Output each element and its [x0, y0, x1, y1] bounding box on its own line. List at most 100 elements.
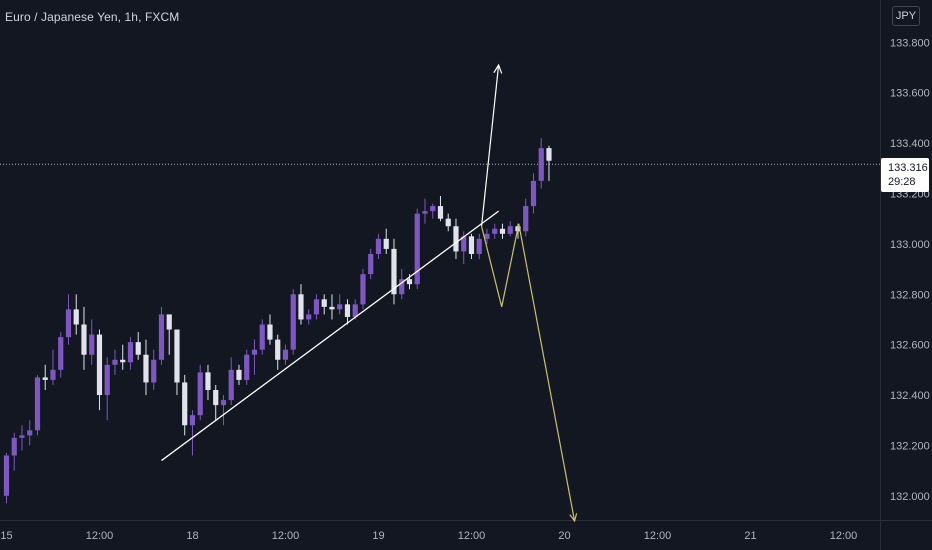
candle-body: [337, 304, 343, 310]
candle: [453, 218, 459, 259]
candle: [50, 349, 56, 385]
candle-body: [127, 342, 134, 363]
candle: [360, 269, 366, 310]
bullish-arrowhead: [493, 63, 503, 74]
candle-body: [368, 253, 374, 275]
candle-body: [112, 359, 118, 365]
last-price-value: 133.316: [888, 162, 928, 174]
price-tick-label: 132.800: [890, 289, 930, 301]
candle-body: [321, 299, 327, 307]
candle-body: [468, 236, 475, 254]
candle-body: [135, 342, 141, 355]
candle: [135, 332, 141, 360]
candle: [58, 332, 64, 378]
candle-body: [182, 382, 188, 426]
candle: [259, 319, 265, 355]
candle: [476, 233, 482, 259]
candle: [290, 289, 296, 355]
candle: [19, 425, 25, 451]
candle: [530, 173, 537, 214]
candlestick-series: [3, 138, 552, 504]
candle-body: [290, 294, 296, 350]
time-tick-label: 15: [0, 530, 12, 542]
candle: [81, 306, 87, 370]
candle: [197, 364, 203, 421]
candle: [352, 299, 358, 320]
candle: [11, 432, 17, 471]
currency-button[interactable]: JPY: [892, 6, 920, 26]
candle-body: [530, 180, 537, 207]
candle-body: [158, 314, 165, 360]
candle-body: [476, 238, 482, 254]
candle: [329, 294, 335, 320]
price-tick-label: 133.600: [890, 88, 930, 100]
time-tick-label: 12:00: [272, 530, 300, 542]
candle-body: [344, 304, 351, 317]
candle: [143, 339, 149, 396]
candle-body: [65, 309, 72, 338]
candle-body: [220, 400, 227, 406]
price-tick-label: 133.800: [890, 37, 930, 49]
candle-body: [104, 364, 110, 396]
candle-body: [120, 359, 126, 363]
candle-body: [445, 218, 451, 227]
candle-body: [73, 309, 79, 325]
candle-body: [523, 206, 529, 232]
candle: [523, 198, 529, 237]
candle-body: [391, 248, 397, 295]
candle-body: [34, 377, 41, 431]
candle-body: [383, 238, 389, 249]
candle: [306, 309, 312, 325]
candle: [42, 364, 48, 390]
candle: [337, 294, 343, 315]
candle-body: [228, 369, 234, 401]
candle-body: [406, 279, 413, 285]
price-tick-label: 132.600: [890, 340, 930, 352]
candle-body: [282, 349, 289, 360]
time-tick-label: 12:00: [86, 530, 114, 542]
candle-body: [360, 274, 366, 305]
candle: [275, 334, 281, 370]
candle: [422, 198, 428, 224]
candle-body: [453, 226, 459, 252]
candle-body: [42, 377, 48, 380]
candle-body: [259, 324, 265, 350]
candle: [151, 349, 157, 390]
candle: [507, 221, 513, 237]
candle-body: [306, 314, 312, 320]
candle: [492, 223, 498, 239]
candle: [220, 395, 227, 426]
bearish-projection-arrowhead: [569, 513, 578, 523]
time-tick-label: 12:00: [830, 530, 858, 542]
price-tick-label: 132.000: [890, 491, 930, 503]
candle-body: [430, 206, 436, 212]
time-tick-label: 12:00: [644, 530, 672, 542]
candle: [228, 357, 234, 406]
candle: [484, 228, 490, 244]
support-trendline: [161, 210, 499, 462]
candle: [205, 364, 211, 401]
candle-body: [507, 226, 513, 234]
candle: [244, 349, 250, 385]
candle: [182, 374, 188, 436]
candle-body: [492, 228, 498, 234]
candle-body: [205, 372, 211, 390]
candle-body: [19, 435, 25, 438]
time-axis: 15 12:00 18 12:00 19 12:00 20 12:00 21 12:00: [0, 530, 857, 542]
candle: [166, 314, 172, 355]
candle: [174, 329, 180, 396]
candle-body: [236, 369, 242, 380]
candle-body: [96, 334, 103, 396]
candle-body: [244, 354, 250, 380]
candle: [391, 238, 397, 305]
candle: [399, 269, 405, 300]
candle-body: [313, 299, 320, 315]
candle: [538, 138, 544, 189]
candle-body: [58, 337, 64, 370]
candle: [158, 306, 165, 365]
candle: [368, 248, 374, 280]
candle-body: [197, 372, 203, 416]
drawing-annotations: [161, 63, 578, 523]
